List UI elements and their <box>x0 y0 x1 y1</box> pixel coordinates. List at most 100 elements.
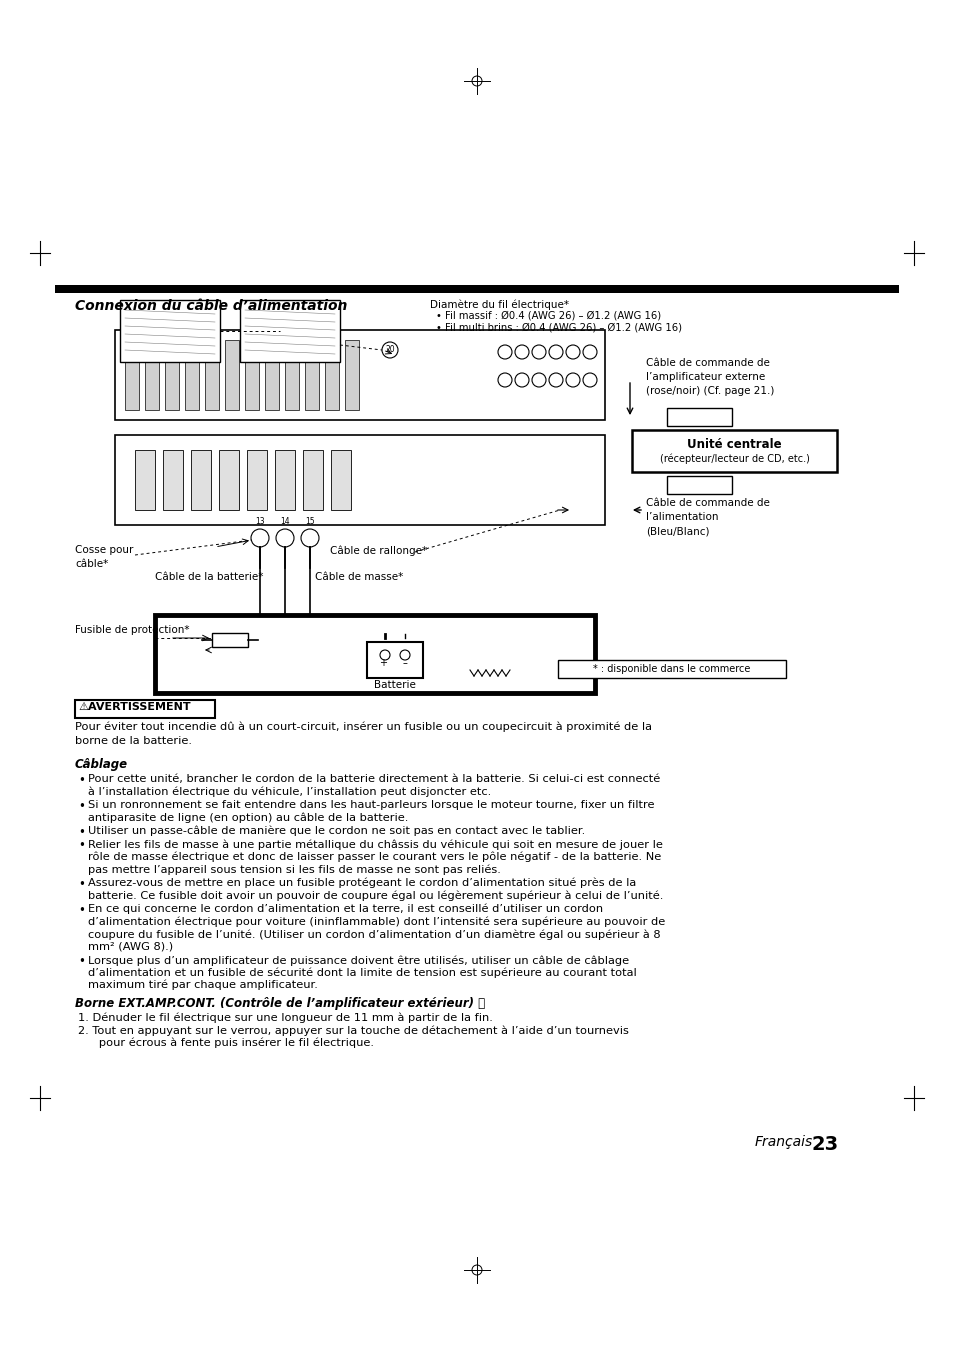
Circle shape <box>497 373 512 386</box>
Bar <box>274 450 294 509</box>
Text: •: • <box>78 825 85 839</box>
Text: 15: 15 <box>305 517 314 526</box>
Text: • Fil multi brins : Ø0.4 (AWG 26) – Ø1.2 (AWG 16): • Fil multi brins : Ø0.4 (AWG 26) – Ø1.2… <box>436 322 681 332</box>
Circle shape <box>381 342 397 358</box>
Text: pas mettre l’appareil sous tension si les fils de masse ne sont pas reliés.: pas mettre l’appareil sous tension si le… <box>88 865 500 875</box>
Bar <box>245 340 258 409</box>
Text: Unité centrale: Unité centrale <box>686 438 781 451</box>
Text: Pour éviter tout incendie dû à un court-circuit, insérer un fusible ou un coupec: Pour éviter tout incendie dû à un court-… <box>75 721 651 746</box>
Text: Câblage: Câblage <box>75 758 128 771</box>
Text: Fusible de protection*: Fusible de protection* <box>75 626 190 635</box>
Bar <box>163 450 183 509</box>
Bar <box>191 450 211 509</box>
Text: Français: Français <box>754 1135 812 1148</box>
Circle shape <box>251 530 269 547</box>
Text: •: • <box>78 904 85 917</box>
Text: •: • <box>78 955 85 969</box>
Text: ⚠AVERTISSEMENT: ⚠AVERTISSEMENT <box>78 703 191 712</box>
Bar <box>165 340 179 409</box>
Text: Borne EXT.AMP.CONT. (Contrôle de l’amplificateur extérieur) Ⓚ: Borne EXT.AMP.CONT. (Contrôle de l’ampli… <box>75 997 485 1011</box>
Text: antiparasite de ligne (en option) au câble de la batterie.: antiparasite de ligne (en option) au câb… <box>88 812 408 823</box>
Text: Lorsque plus d’un amplificateur de puissance doivent être utilisés, utiliser un : Lorsque plus d’un amplificateur de puiss… <box>88 955 628 966</box>
Circle shape <box>515 373 529 386</box>
Bar <box>125 340 139 409</box>
Bar <box>631 430 836 471</box>
Bar <box>154 615 595 693</box>
Bar <box>120 300 220 362</box>
Text: Câble de masse*: Câble de masse* <box>314 571 403 582</box>
Bar <box>55 285 898 293</box>
Text: coupure du fusible de l’unité. (Utiliser un cordon d’alimentation d’un diamètre : coupure du fusible de l’unité. (Utiliser… <box>88 929 659 939</box>
Bar <box>145 340 159 409</box>
Text: •: • <box>78 839 85 852</box>
Bar <box>219 450 239 509</box>
Text: Câble de commande de
l’amplificateur externe
(rose/noir) (Cf. page 21.): Câble de commande de l’amplificateur ext… <box>645 358 774 396</box>
Circle shape <box>515 345 529 359</box>
Bar <box>115 330 604 420</box>
Text: Si un ronronnement se fait entendre dans les haut-parleurs lorsque le moteur tou: Si un ronronnement se fait entendre dans… <box>88 800 654 811</box>
Bar <box>225 340 239 409</box>
Text: Câble de la batterie*: Câble de la batterie* <box>154 571 263 582</box>
Bar <box>331 450 351 509</box>
Bar <box>305 340 318 409</box>
Text: Utiliser un passe-câble de manière que le cordon ne soit pas en contact avec le : Utiliser un passe-câble de manière que l… <box>88 825 584 836</box>
Text: rôle de masse électrique et donc de laisser passer le courant vers le pôle négat: rôle de masse électrique et donc de lais… <box>88 852 660 862</box>
Text: 13: 13 <box>254 517 265 526</box>
Bar <box>558 661 785 678</box>
Bar <box>115 435 604 526</box>
Text: d’alimentation et un fusible de sécurité dont la limite de tension est supérieur: d’alimentation et un fusible de sécurité… <box>88 967 636 978</box>
Bar <box>345 340 358 409</box>
Bar <box>185 340 199 409</box>
Circle shape <box>275 530 294 547</box>
Circle shape <box>301 530 318 547</box>
Text: Diamètre du fil électrique*: Diamètre du fil électrique* <box>430 299 568 309</box>
Bar <box>135 450 154 509</box>
Circle shape <box>532 373 545 386</box>
Text: •: • <box>78 800 85 813</box>
Circle shape <box>532 345 545 359</box>
Circle shape <box>548 345 562 359</box>
Circle shape <box>582 373 597 386</box>
Text: mm² (AWG 8).): mm² (AWG 8).) <box>88 942 172 951</box>
Circle shape <box>548 373 562 386</box>
Circle shape <box>497 345 512 359</box>
Circle shape <box>399 650 410 661</box>
Text: batterie. Ce fusible doit avoir un pouvoir de coupure égal ou légèrement supérie: batterie. Ce fusible doit avoir un pouvo… <box>88 890 662 901</box>
Text: +: + <box>378 658 387 667</box>
Text: •: • <box>78 774 85 788</box>
Text: 20: 20 <box>385 346 395 354</box>
Text: 23: 23 <box>811 1135 839 1154</box>
Text: à l’installation électrique du véhicule, l’installation peut disjoncter etc.: à l’installation électrique du véhicule,… <box>88 786 491 797</box>
Bar <box>367 642 422 678</box>
Circle shape <box>565 345 579 359</box>
Bar <box>265 340 278 409</box>
Bar <box>666 408 731 426</box>
Text: Connexion du câble d’alimentation: Connexion du câble d’alimentation <box>75 299 347 313</box>
Bar <box>666 476 731 494</box>
Text: –: – <box>402 658 407 667</box>
Text: (récepteur/lecteur de CD, etc.): (récepteur/lecteur de CD, etc.) <box>659 454 808 465</box>
Text: * : disponible dans le commerce: * : disponible dans le commerce <box>593 663 750 674</box>
Circle shape <box>565 373 579 386</box>
Text: Batterie: Batterie <box>374 680 416 690</box>
Text: d’alimentation électrique pour voiture (ininflammable) dont l’intensité sera sup: d’alimentation électrique pour voiture (… <box>88 916 664 927</box>
Text: Cosse pour
câble*: Cosse pour câble* <box>75 544 133 569</box>
Text: Câble de commande de
l’alimentation
(Bleu/Blanc): Câble de commande de l’alimentation (Ble… <box>645 499 769 536</box>
Bar <box>303 450 323 509</box>
Text: •: • <box>78 878 85 892</box>
Bar <box>325 340 338 409</box>
Text: maximum tiré par chaque amplificateur.: maximum tiré par chaque amplificateur. <box>88 979 317 990</box>
Bar <box>212 634 248 647</box>
Text: pour écrous à fente puis insérer le fil électrique.: pour écrous à fente puis insérer le fil … <box>88 1038 374 1048</box>
Text: • Fil massif : Ø0.4 (AWG 26) – Ø1.2 (AWG 16): • Fil massif : Ø0.4 (AWG 26) – Ø1.2 (AWG… <box>436 311 660 322</box>
Text: Câble de rallonge*: Câble de rallonge* <box>330 544 427 555</box>
Text: 14: 14 <box>280 517 290 526</box>
Bar <box>247 450 267 509</box>
Circle shape <box>379 650 390 661</box>
Text: Pour cette unité, brancher le cordon de la batterie directement à la batterie. S: Pour cette unité, brancher le cordon de … <box>88 774 659 784</box>
Bar <box>205 340 219 409</box>
Bar <box>75 700 214 717</box>
Circle shape <box>582 345 597 359</box>
Text: En ce qui concerne le cordon d’alimentation et la terre, il est conseillé d’util: En ce qui concerne le cordon d’alimentat… <box>88 904 602 915</box>
Text: 2. Tout en appuyant sur le verrou, appuyer sur la touche de détachement à l’aide: 2. Tout en appuyant sur le verrou, appuy… <box>78 1025 628 1035</box>
